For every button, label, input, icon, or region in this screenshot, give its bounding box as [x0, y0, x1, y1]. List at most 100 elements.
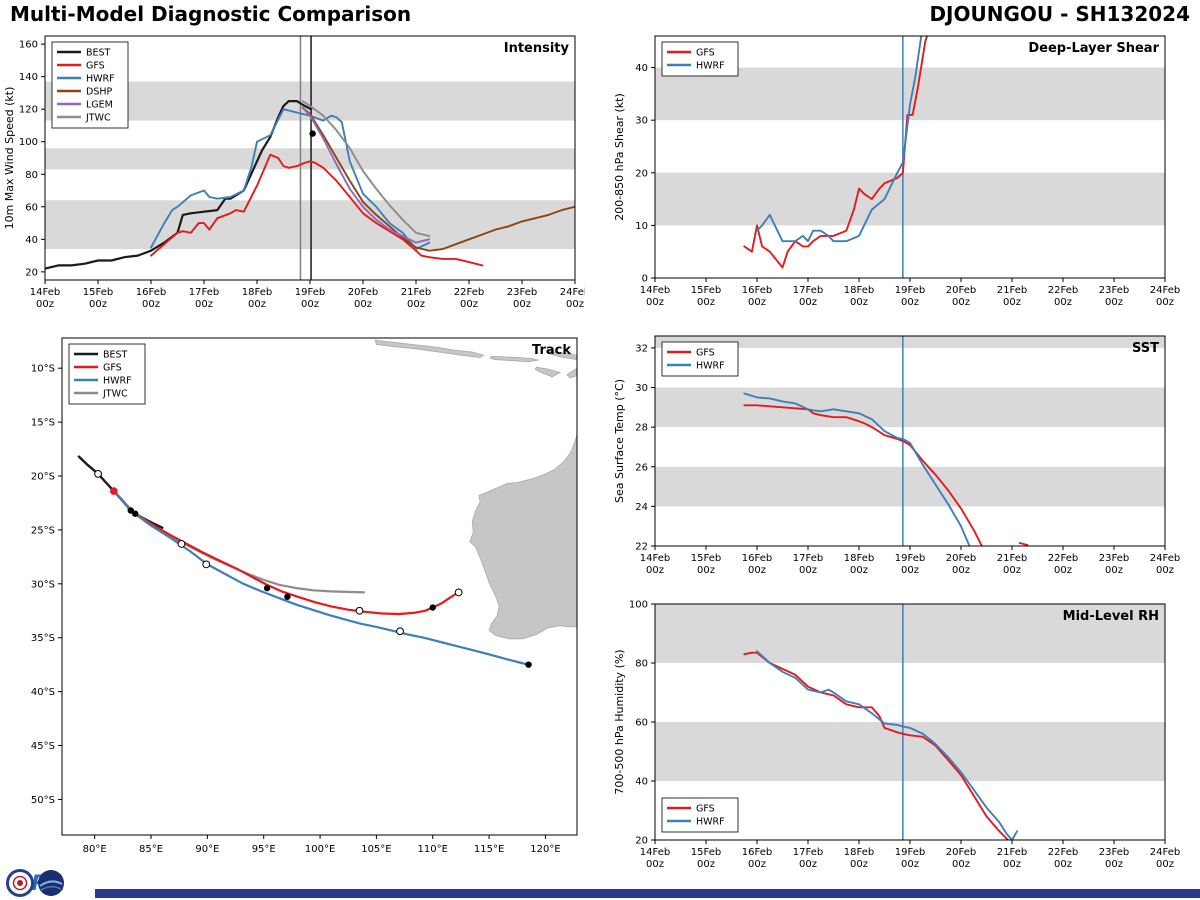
svg-text:30°S: 30°S: [31, 579, 55, 590]
svg-text:GFS: GFS: [103, 363, 122, 374]
svg-text:21Feb: 21Feb: [997, 285, 1027, 296]
svg-text:00z: 00z: [36, 299, 54, 310]
svg-text:00z: 00z: [646, 565, 664, 576]
svg-text:80: 80: [635, 659, 648, 670]
svg-text:HWRF: HWRF: [696, 61, 725, 72]
svg-text:140: 140: [19, 72, 38, 83]
svg-text:BEST: BEST: [86, 48, 111, 59]
svg-text:20: 20: [635, 168, 648, 179]
svg-text:00z: 00z: [697, 859, 715, 870]
svg-text:15Feb: 15Feb: [83, 287, 113, 298]
svg-text:23Feb: 23Feb: [1099, 285, 1129, 296]
svg-text:20°S: 20°S: [31, 471, 55, 482]
svg-text:00z: 00z: [901, 565, 919, 576]
svg-text:26: 26: [635, 462, 648, 473]
svg-text:22Feb: 22Feb: [454, 287, 484, 298]
svg-text:19Feb: 19Feb: [295, 287, 325, 298]
svg-text:00z: 00z: [952, 859, 970, 870]
svg-text:JTWC: JTWC: [85, 113, 111, 124]
rh-chart: 14Feb00z15Feb00z16Feb00z17Feb00z18Feb00z…: [613, 600, 1180, 871]
svg-text:HWRF: HWRF: [696, 817, 725, 828]
svg-text:00z: 00z: [1003, 859, 1021, 870]
svg-text:00z: 00z: [646, 859, 664, 870]
svg-text:00z: 00z: [1105, 859, 1123, 870]
svg-text:15Feb: 15Feb: [691, 285, 721, 296]
svg-text:00z: 00z: [748, 859, 766, 870]
svg-text:HWRF: HWRF: [696, 361, 725, 372]
svg-text:85°E: 85°E: [139, 844, 163, 855]
svg-text:35°S: 35°S: [31, 633, 55, 644]
svg-text:00z: 00z: [799, 859, 817, 870]
svg-text:Mid-Level RH: Mid-Level RH: [1063, 609, 1159, 624]
svg-text:Track: Track: [532, 343, 571, 358]
svg-text:00z: 00z: [952, 297, 970, 308]
svg-text:20Feb: 20Feb: [348, 287, 378, 298]
svg-text:GFS: GFS: [86, 61, 105, 72]
svg-text:120: 120: [19, 105, 38, 116]
svg-text:20: 20: [635, 836, 648, 847]
svg-text:40°S: 40°S: [31, 687, 55, 698]
svg-text:23Feb: 23Feb: [1099, 847, 1129, 858]
svg-text:15Feb: 15Feb: [691, 553, 721, 564]
svg-text:SST: SST: [1132, 341, 1159, 356]
svg-text:17Feb: 17Feb: [793, 847, 823, 858]
svg-text:00z: 00z: [697, 565, 715, 576]
cira-seal-icon: [6, 869, 64, 897]
svg-text:21Feb: 21Feb: [997, 847, 1027, 858]
svg-text:60: 60: [635, 718, 648, 729]
svg-text:100: 100: [629, 600, 648, 611]
svg-text:GFS: GFS: [696, 48, 715, 59]
track-map: 80°E 85°E 90°E 95°E 100°E 105°E 110°E 115°E 120°…: [31, 337, 578, 855]
svg-text:24Feb: 24Feb: [1150, 285, 1180, 296]
svg-text:00z: 00z: [850, 565, 868, 576]
svg-text:00z: 00z: [1003, 565, 1021, 576]
svg-text:00z: 00z: [748, 297, 766, 308]
svg-text:00z: 00z: [89, 299, 107, 310]
svg-text:19Feb: 19Feb: [895, 847, 925, 858]
svg-text:00z: 00z: [1054, 297, 1072, 308]
svg-text:15°S: 15°S: [31, 418, 55, 429]
svg-text:16Feb: 16Feb: [742, 847, 772, 858]
svg-text:16Feb: 16Feb: [742, 553, 772, 564]
svg-text:18Feb: 18Feb: [844, 285, 874, 296]
svg-text:GFS: GFS: [696, 804, 715, 815]
svg-text:18Feb: 18Feb: [844, 553, 874, 564]
svg-text:24Feb: 24Feb: [560, 287, 585, 298]
storm-title: DJOUNGOU - SH132024: [929, 2, 1190, 26]
svg-text:00z: 00z: [513, 299, 531, 310]
intensity-chart: 14Feb00z15Feb00z16Feb00z17Feb00z18Feb00z…: [3, 35, 585, 310]
svg-text:10°S: 10°S: [31, 364, 55, 375]
svg-text:105°E: 105°E: [361, 844, 391, 855]
svg-text:20Feb: 20Feb: [946, 847, 976, 858]
svg-text:00z: 00z: [407, 299, 425, 310]
svg-text:00z: 00z: [850, 297, 868, 308]
svg-text:00z: 00z: [748, 565, 766, 576]
svg-text:23Feb: 23Feb: [1099, 553, 1129, 564]
svg-text:00z: 00z: [354, 299, 372, 310]
svg-text:00z: 00z: [1105, 297, 1123, 308]
svg-text:00z: 00z: [1054, 859, 1072, 870]
svg-text:00z: 00z: [566, 299, 584, 310]
svg-text:80°E: 80°E: [83, 844, 107, 855]
svg-text:14Feb: 14Feb: [640, 553, 670, 564]
svg-text:20Feb: 20Feb: [946, 285, 976, 296]
sst-chart: 14Feb00z15Feb00z16Feb00z17Feb00z18Feb00z…: [613, 335, 1180, 576]
svg-text:21Feb: 21Feb: [997, 553, 1027, 564]
svg-text:95°E: 95°E: [252, 844, 276, 855]
svg-text:30: 30: [635, 383, 648, 394]
svg-text:JTWC: JTWC: [102, 389, 128, 400]
svg-text:40: 40: [635, 777, 648, 788]
page-title: Multi-Model Diagnostic Comparison: [10, 2, 412, 26]
svg-text:22Feb: 22Feb: [1048, 847, 1078, 858]
svg-text:17Feb: 17Feb: [189, 287, 219, 298]
svg-text:15Feb: 15Feb: [691, 847, 721, 858]
svg-text:00z: 00z: [1156, 859, 1174, 870]
shear-chart: 14Feb00z15Feb00z16Feb00z17Feb00z18Feb00z…: [613, 35, 1180, 308]
svg-text:22: 22: [635, 542, 648, 553]
svg-text:160: 160: [19, 40, 38, 51]
svg-text:20Feb: 20Feb: [946, 553, 976, 564]
svg-text:14Feb: 14Feb: [640, 847, 670, 858]
svg-text:80: 80: [25, 170, 38, 181]
svg-text:18Feb: 18Feb: [844, 847, 874, 858]
svg-text:40: 40: [635, 63, 648, 74]
